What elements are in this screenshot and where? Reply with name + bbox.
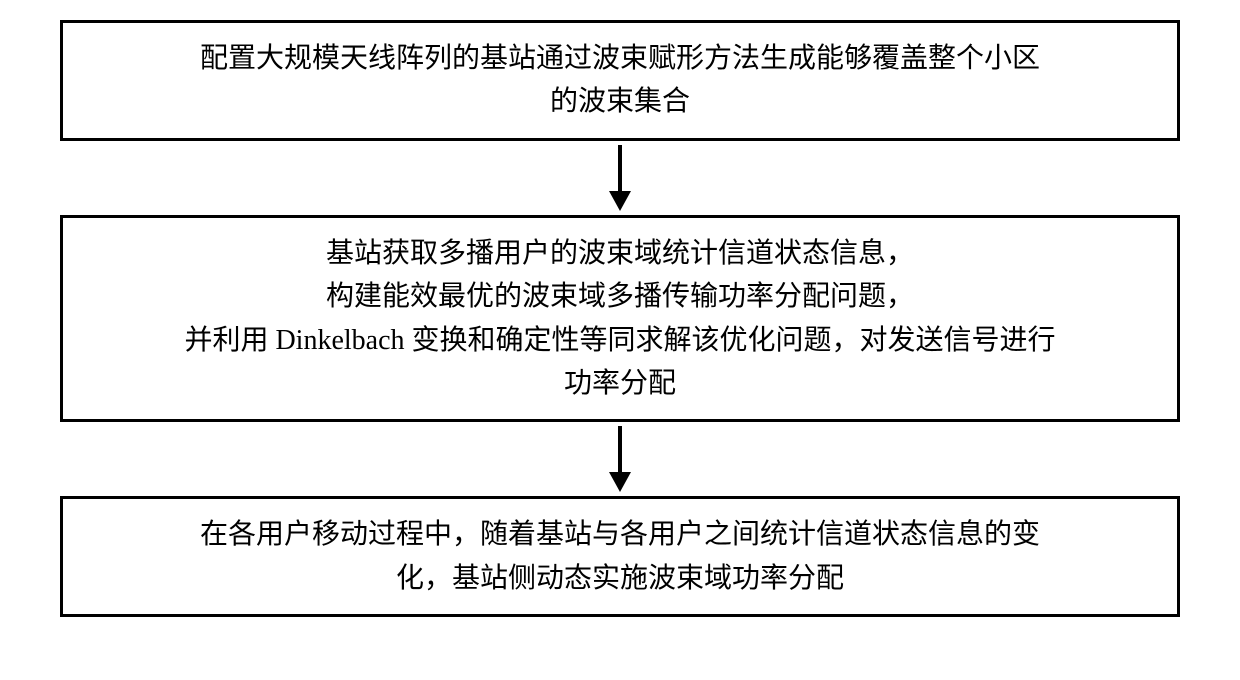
- flow-box-3-line-1: 在各用户移动过程中，随着基站与各用户之间统计信道状态信息的变: [200, 519, 1040, 550]
- flow-box-2-line-2: 构建能效最优的波束域多播传输功率分配问题，: [326, 281, 914, 312]
- arrow-1: [60, 141, 1180, 215]
- flow-box-3-line-2: 化，基站侧动态实施波束域功率分配: [396, 563, 844, 594]
- flow-box-1-line-2: 的波束集合: [550, 86, 690, 117]
- flowchart-container: 配置大规模天线阵列的基站通过波束赋形方法生成能够覆盖整个小区 的波束集合 基站获…: [60, 20, 1180, 617]
- flow-box-2-line-4: 功率分配: [564, 368, 676, 399]
- flow-box-1-line-1: 配置大规模天线阵列的基站通过波束赋形方法生成能够覆盖整个小区: [200, 43, 1040, 74]
- flow-box-1: 配置大规模天线阵列的基站通过波束赋形方法生成能够覆盖整个小区 的波束集合: [60, 20, 1180, 141]
- arrow-2: [60, 422, 1180, 496]
- flow-box-2-line-3: 并利用 Dinkelbach 变换和确定性等同求解该优化问题，对发送信号进行: [184, 325, 1055, 356]
- flow-box-2: 基站获取多播用户的波束域统计信道状态信息， 构建能效最优的波束域多播传输功率分配…: [60, 215, 1180, 423]
- arrow-down-icon: [605, 145, 635, 211]
- flow-box-2-line-1: 基站获取多播用户的波束域统计信道状态信息，: [326, 238, 914, 269]
- flow-box-3: 在各用户移动过程中，随着基站与各用户之间统计信道状态信息的变 化，基站侧动态实施…: [60, 496, 1180, 617]
- arrow-down-icon: [605, 426, 635, 492]
